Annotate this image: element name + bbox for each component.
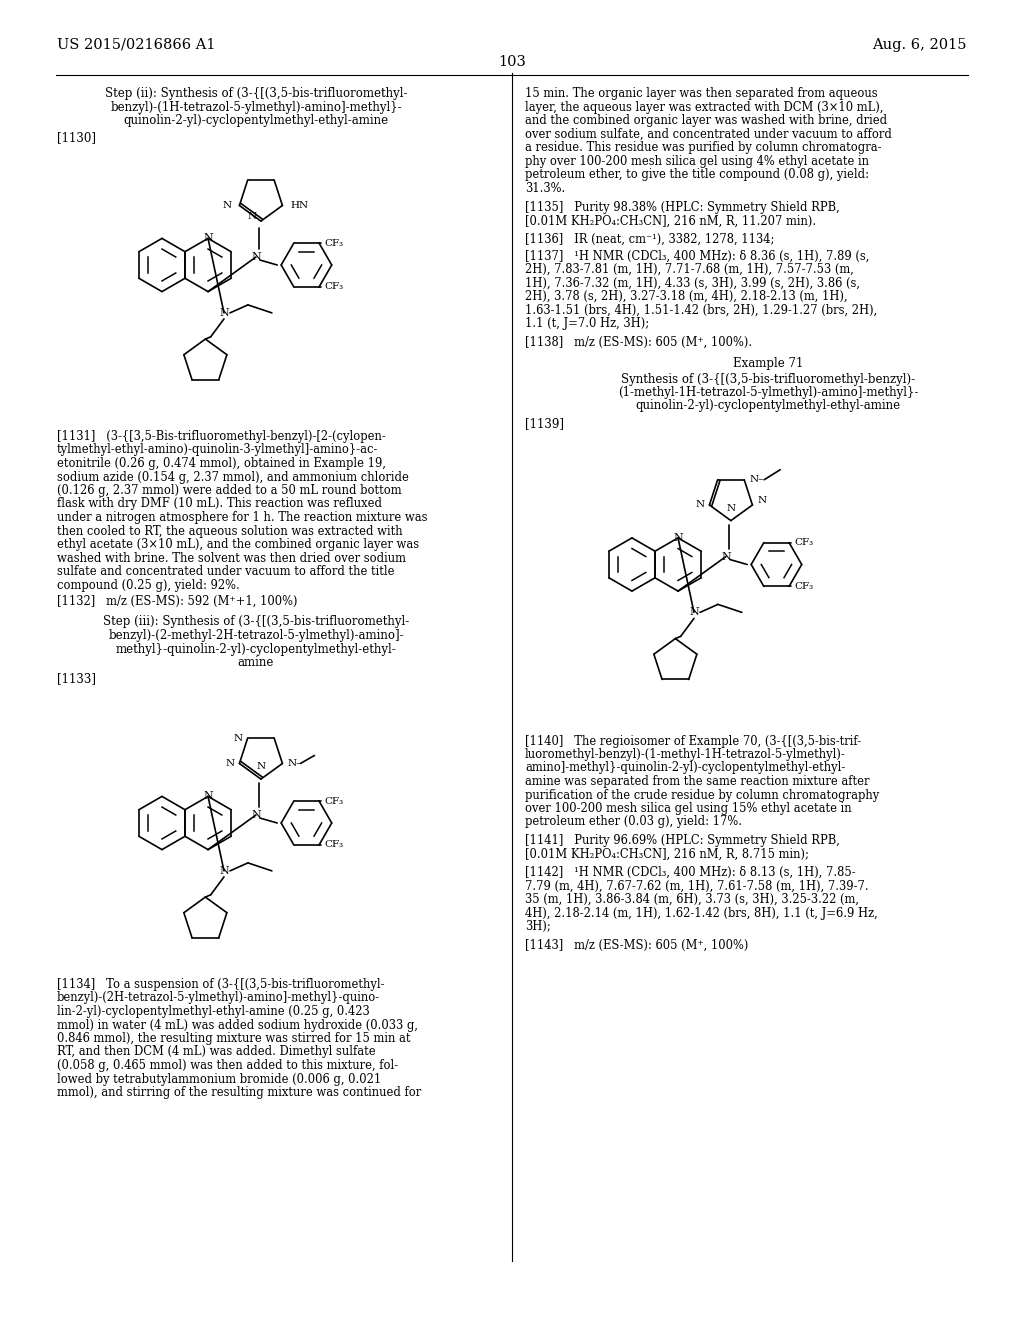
Text: and the combined organic layer was washed with brine, dried: and the combined organic layer was washe… (525, 114, 887, 127)
Text: N–: N– (750, 475, 764, 484)
Text: mmol), and stirring of the resulting mixture was continued for: mmol), and stirring of the resulting mix… (57, 1086, 421, 1100)
Text: petroleum ether (0.03 g), yield: 17%.: petroleum ether (0.03 g), yield: 17%. (525, 816, 742, 829)
Text: (0.126 g, 2.37 mmol) were added to a 50 mL round bottom: (0.126 g, 2.37 mmol) were added to a 50 … (57, 484, 401, 498)
Text: CF₃: CF₃ (324, 796, 343, 805)
Text: [1139]: [1139] (525, 417, 564, 430)
Text: [1135]   Purity 98.38% (HPLC: Symmetry Shield RPB,: [1135] Purity 98.38% (HPLC: Symmetry Shi… (525, 201, 840, 214)
Text: [1133]: [1133] (57, 672, 96, 685)
Text: a residue. This residue was purified by column chromatogra-: a residue. This residue was purified by … (525, 141, 882, 154)
Text: Step (ii): Synthesis of (3-{[(3,5-bis-trifluoromethyl-: Step (ii): Synthesis of (3-{[(3,5-bis-tr… (104, 87, 408, 100)
Text: N: N (251, 252, 261, 261)
Text: amino]-methyl}-quinolin-2-yl)-cyclopentylmethyl-ethyl-: amino]-methyl}-quinolin-2-yl)-cyclopenty… (525, 762, 845, 775)
Text: Step (iii): Synthesis of (3-{[(3,5-bis-trifluoromethyl-: Step (iii): Synthesis of (3-{[(3,5-bis-t… (102, 615, 410, 628)
Text: N: N (256, 762, 265, 771)
Text: sodium azide (0.154 g, 2.37 mmol), and ammonium chloride: sodium azide (0.154 g, 2.37 mmol), and a… (57, 470, 409, 483)
Text: CF₃: CF₃ (794, 582, 813, 591)
Text: compound (0.25 g), yield: 92%.: compound (0.25 g), yield: 92%. (57, 578, 240, 591)
Text: lowed by tetrabutylammonium bromide (0.006 g, 0.021: lowed by tetrabutylammonium bromide (0.0… (57, 1072, 381, 1085)
Text: N: N (233, 734, 243, 743)
Text: N: N (758, 496, 767, 506)
Text: amine: amine (238, 656, 274, 669)
Text: 2H), 7.83-7.81 (m, 1H), 7.71-7.68 (m, 1H), 7.57-7.53 (m,: 2H), 7.83-7.81 (m, 1H), 7.71-7.68 (m, 1H… (525, 263, 854, 276)
Text: N: N (673, 533, 683, 543)
Text: N: N (203, 234, 213, 243)
Text: US 2015/0216866 A1: US 2015/0216866 A1 (57, 38, 215, 51)
Text: sulfate and concentrated under vacuum to afford the title: sulfate and concentrated under vacuum to… (57, 565, 394, 578)
Text: [1140]   The regioisomer of Example 70, (3-{[(3,5-bis-trif-: [1140] The regioisomer of Example 70, (3… (525, 734, 861, 747)
Text: amine was separated from the same reaction mixture after: amine was separated from the same reacti… (525, 775, 869, 788)
Text: N: N (225, 759, 234, 768)
Text: 35 (m, 1H), 3.86-3.84 (m, 6H), 3.73 (s, 3H), 3.25-3.22 (m,: 35 (m, 1H), 3.86-3.84 (m, 6H), 3.73 (s, … (525, 894, 859, 906)
Text: 4H), 2.18-2.14 (m, 1H), 1.62-1.42 (brs, 8H), 1.1 (t, J=6.9 Hz,: 4H), 2.18-2.14 (m, 1H), 1.62-1.42 (brs, … (525, 907, 878, 920)
Text: over sodium sulfate, and concentrated under vacuum to afford: over sodium sulfate, and concentrated un… (525, 128, 892, 140)
Text: N: N (721, 552, 731, 561)
Text: N–: N– (288, 759, 302, 768)
Text: ethyl acetate (3×10 mL), and the combined organic layer was: ethyl acetate (3×10 mL), and the combine… (57, 539, 419, 550)
Text: benzyl)-(1H-tetrazol-5-ylmethyl)-amino]-methyl}-: benzyl)-(1H-tetrazol-5-ylmethyl)-amino]-… (111, 100, 401, 114)
Text: N: N (203, 792, 213, 801)
Text: lin-2-yl)-cyclopentylmethyl-ethyl-amine (0.25 g, 0.423: lin-2-yl)-cyclopentylmethyl-ethyl-amine … (57, 1005, 370, 1018)
Text: (0.058 g, 0.465 mmol) was then added to this mixture, fol-: (0.058 g, 0.465 mmol) was then added to … (57, 1059, 398, 1072)
Text: [1138]   m/z (ES-MS): 605 (M⁺, 100%).: [1138] m/z (ES-MS): 605 (M⁺, 100%). (525, 335, 752, 348)
Text: 2H), 3.78 (s, 2H), 3.27-3.18 (m, 4H), 2.18-2.13 (m, 1H),: 2H), 3.78 (s, 2H), 3.27-3.18 (m, 4H), 2.… (525, 290, 848, 304)
Text: [0.01M KH₂PO₄:CH₃CN], 216 nM, R, 8.715 min);: [0.01M KH₂PO₄:CH₃CN], 216 nM, R, 8.715 m… (525, 847, 809, 861)
Text: then cooled to RT, the aqueous solution was extracted with: then cooled to RT, the aqueous solution … (57, 524, 402, 537)
Text: CF₃: CF₃ (324, 841, 343, 849)
Text: [1141]   Purity 96.69% (HPLC: Symmetry Shield RPB,: [1141] Purity 96.69% (HPLC: Symmetry Shi… (525, 834, 840, 847)
Text: quinolin-2-yl)-cyclopentylmethyl-ethyl-amine: quinolin-2-yl)-cyclopentylmethyl-ethyl-a… (124, 114, 388, 127)
Text: CF₃: CF₃ (324, 239, 343, 248)
Text: methyl}-quinolin-2-yl)-cyclopentylmethyl-ethyl-: methyl}-quinolin-2-yl)-cyclopentylmethyl… (116, 643, 396, 656)
Text: layer, the aqueous layer was extracted with DCM (3×10 mL),: layer, the aqueous layer was extracted w… (525, 100, 884, 114)
Text: phy over 100-200 mesh silica gel using 4% ethyl acetate in: phy over 100-200 mesh silica gel using 4… (525, 154, 869, 168)
Text: (1-methyl-1H-tetrazol-5-ylmethyl)-amino]-methyl}-: (1-methyl-1H-tetrazol-5-ylmethyl)-amino]… (617, 385, 919, 399)
Text: 15 min. The organic layer was then separated from aqueous: 15 min. The organic layer was then separ… (525, 87, 878, 100)
Text: RT, and then DCM (4 mL) was added. Dimethyl sulfate: RT, and then DCM (4 mL) was added. Dimet… (57, 1045, 376, 1059)
Text: CF₃: CF₃ (324, 282, 343, 292)
Text: N: N (222, 201, 231, 210)
Text: quinolin-2-yl)-cyclopentylmethyl-ethyl-amine: quinolin-2-yl)-cyclopentylmethyl-ethyl-a… (636, 400, 900, 412)
Text: [1143]   m/z (ES-MS): 605 (M⁺, 100%): [1143] m/z (ES-MS): 605 (M⁺, 100%) (525, 939, 749, 952)
Text: [1132]   m/z (ES-MS): 592 (M⁺+1, 100%): [1132] m/z (ES-MS): 592 (M⁺+1, 100%) (57, 595, 298, 609)
Text: 31.3%.: 31.3%. (525, 181, 565, 194)
Text: [1134]   To a suspension of (3-{[(3,5-bis-trifluoromethyl-: [1134] To a suspension of (3-{[(3,5-bis-… (57, 978, 384, 991)
Text: luoromethyl-benzyl)-(1-methyl-1H-tetrazol-5-ylmethyl)-: luoromethyl-benzyl)-(1-methyl-1H-tetrazo… (525, 748, 846, 762)
Text: purification of the crude residue by column chromatography: purification of the crude residue by col… (525, 788, 880, 801)
Text: N: N (219, 308, 229, 318)
Text: benzyl)-(2H-tetrazol-5-ylmethyl)-amino]-methyl}-quino-: benzyl)-(2H-tetrazol-5-ylmethyl)-amino]-… (57, 991, 380, 1005)
Text: [1130]: [1130] (57, 132, 96, 144)
Text: [0.01M KH₂PO₄:CH₃CN], 216 nM, R, 11.207 min).: [0.01M KH₂PO₄:CH₃CN], 216 nM, R, 11.207 … (525, 214, 816, 227)
Text: tylmethyl-ethyl-amino)-quinolin-3-ylmethyl]-amino}-ac-: tylmethyl-ethyl-amino)-quinolin-3-ylmeth… (57, 444, 379, 457)
Text: [1142]   ¹H NMR (CDCl₃, 400 MHz): δ 8.13 (s, 1H), 7.85-: [1142] ¹H NMR (CDCl₃, 400 MHz): δ 8.13 (… (525, 866, 856, 879)
Text: 7.79 (m, 4H), 7.67-7.62 (m, 1H), 7.61-7.58 (m, 1H), 7.39-7.: 7.79 (m, 4H), 7.67-7.62 (m, 1H), 7.61-7.… (525, 879, 868, 892)
Text: petroleum ether, to give the title compound (0.08 g), yield:: petroleum ether, to give the title compo… (525, 168, 869, 181)
Text: 1.1 (t, J=7.0 Hz, 3H);: 1.1 (t, J=7.0 Hz, 3H); (525, 317, 649, 330)
Text: N: N (219, 866, 229, 876)
Text: 1H), 7.36-7.32 (m, 1H), 4.33 (s, 3H), 3.99 (s, 2H), 3.86 (s,: 1H), 7.36-7.32 (m, 1H), 4.33 (s, 3H), 3.… (525, 276, 860, 289)
Text: 0.846 mmol), the resulting mixture was stirred for 15 min at: 0.846 mmol), the resulting mixture was s… (57, 1032, 411, 1045)
Text: flask with dry DMF (10 mL). This reaction was refluxed: flask with dry DMF (10 mL). This reactio… (57, 498, 382, 511)
Text: N: N (689, 607, 698, 618)
Text: [1137]   ¹H NMR (CDCl₃, 400 MHz): δ 8.36 (s, 1H), 7.89 (s,: [1137] ¹H NMR (CDCl₃, 400 MHz): δ 8.36 (… (525, 249, 869, 263)
Text: etonitrile (0.26 g, 0.474 mmol), obtained in Example 19,: etonitrile (0.26 g, 0.474 mmol), obtaine… (57, 457, 386, 470)
Text: mmol) in water (4 mL) was added sodium hydroxide (0.033 g,: mmol) in water (4 mL) was added sodium h… (57, 1019, 418, 1031)
Text: washed with brine. The solvent was then dried over sodium: washed with brine. The solvent was then … (57, 552, 406, 565)
Text: [1131]   (3-{[3,5-Bis-trifluoromethyl-benzyl)-[2-(cylopen-: [1131] (3-{[3,5-Bis-trifluoromethyl-benz… (57, 430, 386, 444)
Text: over 100-200 mesh silica gel using 15% ethyl acetate in: over 100-200 mesh silica gel using 15% e… (525, 803, 852, 814)
Text: N: N (251, 810, 261, 820)
Text: HN: HN (291, 201, 308, 210)
Text: Example 71: Example 71 (733, 356, 803, 370)
Text: [1136]   IR (neat, cm⁻¹), 3382, 1278, 1134;: [1136] IR (neat, cm⁻¹), 3382, 1278, 1134… (525, 234, 774, 246)
Text: N: N (695, 500, 705, 510)
Text: benzyl)-(2-methyl-2H-tetrazol-5-ylmethyl)-amino]-: benzyl)-(2-methyl-2H-tetrazol-5-ylmethyl… (109, 630, 403, 642)
Text: 1.63-1.51 (brs, 4H), 1.51-1.42 (brs, 2H), 1.29-1.27 (brs, 2H),: 1.63-1.51 (brs, 4H), 1.51-1.42 (brs, 2H)… (525, 304, 878, 317)
Text: N: N (726, 504, 735, 512)
Text: N: N (248, 211, 257, 220)
Text: 103: 103 (498, 55, 526, 69)
Text: CF₃: CF₃ (794, 539, 813, 546)
Text: Synthesis of (3-{[(3,5-bis-trifluoromethyl-benzyl)-: Synthesis of (3-{[(3,5-bis-trifluorometh… (621, 372, 915, 385)
Text: under a nitrogen atmosphere for 1 h. The reaction mixture was: under a nitrogen atmosphere for 1 h. The… (57, 511, 427, 524)
Text: 3H);: 3H); (525, 920, 551, 933)
Text: Aug. 6, 2015: Aug. 6, 2015 (872, 38, 967, 51)
